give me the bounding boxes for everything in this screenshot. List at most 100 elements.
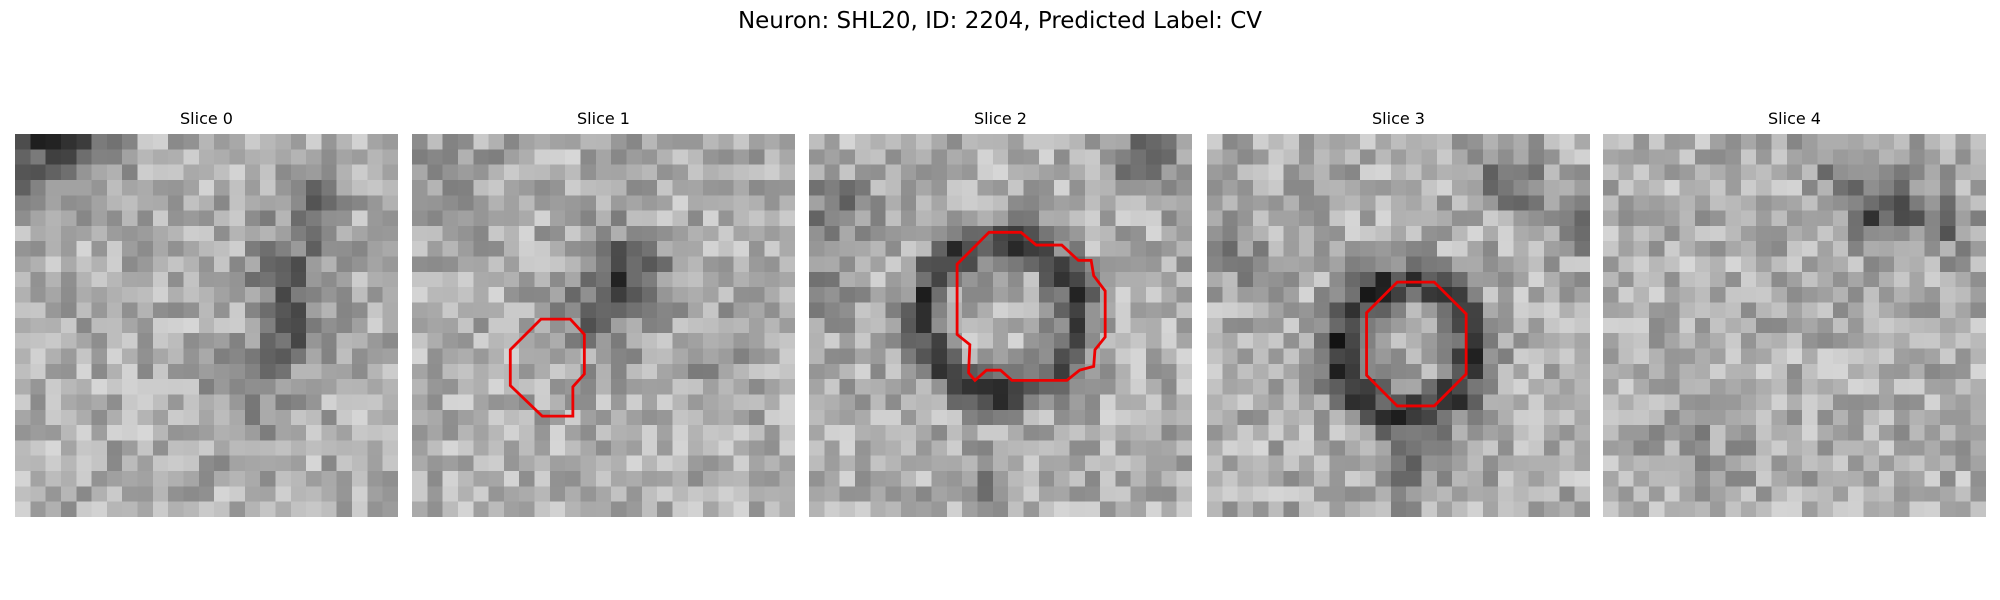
pixel <box>1467 471 1483 487</box>
pixel <box>1023 394 1039 410</box>
pixel <box>687 195 704 211</box>
pixel <box>1513 164 1529 180</box>
pixel <box>1237 455 1253 472</box>
pixel <box>1237 179 1253 196</box>
pixel <box>137 333 153 349</box>
pixel <box>580 425 596 441</box>
pixel <box>1467 440 1483 456</box>
pixel <box>977 271 993 288</box>
pixel <box>595 409 612 426</box>
slice-image <box>15 134 398 517</box>
pixel <box>1176 271 1192 288</box>
pixel <box>1771 425 1787 441</box>
pixel <box>870 256 886 272</box>
pixel <box>152 164 169 180</box>
pixel <box>1452 333 1468 349</box>
pixel <box>1786 394 1803 410</box>
pixel <box>382 348 398 364</box>
pixel <box>595 225 612 242</box>
pixel <box>1664 501 1680 517</box>
pixel <box>214 179 230 196</box>
pixel <box>412 317 428 334</box>
pixel <box>1771 134 1787 150</box>
pixel <box>260 241 276 257</box>
pixel <box>900 241 917 257</box>
pixel <box>611 302 627 318</box>
pixel <box>457 287 474 303</box>
pixel <box>198 225 215 242</box>
pixel <box>1207 333 1223 349</box>
pixel <box>1069 271 1085 288</box>
pixel <box>442 302 458 318</box>
pixel <box>76 210 92 226</box>
pixel <box>1023 501 1039 517</box>
pixel <box>549 486 566 502</box>
pixel <box>824 317 840 334</box>
pixel <box>534 195 550 211</box>
pixel <box>1207 210 1223 226</box>
pixel <box>946 134 963 150</box>
pixel <box>1436 455 1453 472</box>
pixel <box>1648 256 1665 272</box>
pixel <box>1252 256 1269 272</box>
pixel <box>122 486 138 502</box>
pixel <box>733 302 750 318</box>
pixel <box>382 149 398 165</box>
pixel <box>1084 164 1101 180</box>
pixel <box>977 134 993 150</box>
pixel <box>229 210 245 226</box>
pixel <box>214 134 230 150</box>
pixel <box>1940 134 1956 150</box>
pixel <box>1498 210 1514 226</box>
pixel <box>198 210 215 226</box>
pixel <box>824 501 840 517</box>
pixel <box>137 225 153 242</box>
pixel <box>534 302 550 318</box>
pixel <box>1069 179 1085 196</box>
pixel <box>703 455 719 472</box>
pixel <box>1544 455 1560 472</box>
pixel <box>1574 134 1590 150</box>
pixel <box>1559 455 1575 472</box>
pixel <box>1802 379 1818 395</box>
pixel <box>183 241 199 257</box>
pixel <box>1574 195 1590 211</box>
pixel <box>1679 302 1695 318</box>
pixel <box>45 379 61 395</box>
pixel <box>1100 317 1116 334</box>
pixel <box>519 210 535 226</box>
pixel <box>306 409 322 426</box>
pixel <box>60 455 77 472</box>
pixel <box>382 210 398 226</box>
pixel <box>290 164 307 180</box>
pixel <box>137 195 153 211</box>
pixel <box>1283 134 1299 150</box>
pixel <box>718 425 734 441</box>
pixel <box>1023 379 1039 395</box>
pixel <box>900 225 917 242</box>
pixel <box>534 134 550 150</box>
pixel <box>549 149 566 165</box>
pixel <box>1574 471 1590 487</box>
pixel <box>1498 256 1514 272</box>
pixel <box>306 302 322 318</box>
pixel <box>1207 225 1223 242</box>
pixel <box>657 134 673 150</box>
pixel <box>854 471 871 487</box>
pixel <box>198 271 215 288</box>
pixel <box>1329 501 1345 517</box>
pixel <box>595 195 612 211</box>
pixel <box>1528 348 1545 364</box>
pixel <box>565 471 581 487</box>
pixel <box>503 164 520 180</box>
pixel <box>1832 164 1849 180</box>
pixel <box>672 225 688 242</box>
pixel <box>1084 425 1101 441</box>
pixel <box>1756 333 1772 349</box>
pixel <box>657 440 673 456</box>
pixel <box>749 409 765 426</box>
pixel <box>900 302 917 318</box>
pixel <box>183 256 199 272</box>
pixel <box>1298 256 1315 272</box>
pixel <box>290 317 307 334</box>
